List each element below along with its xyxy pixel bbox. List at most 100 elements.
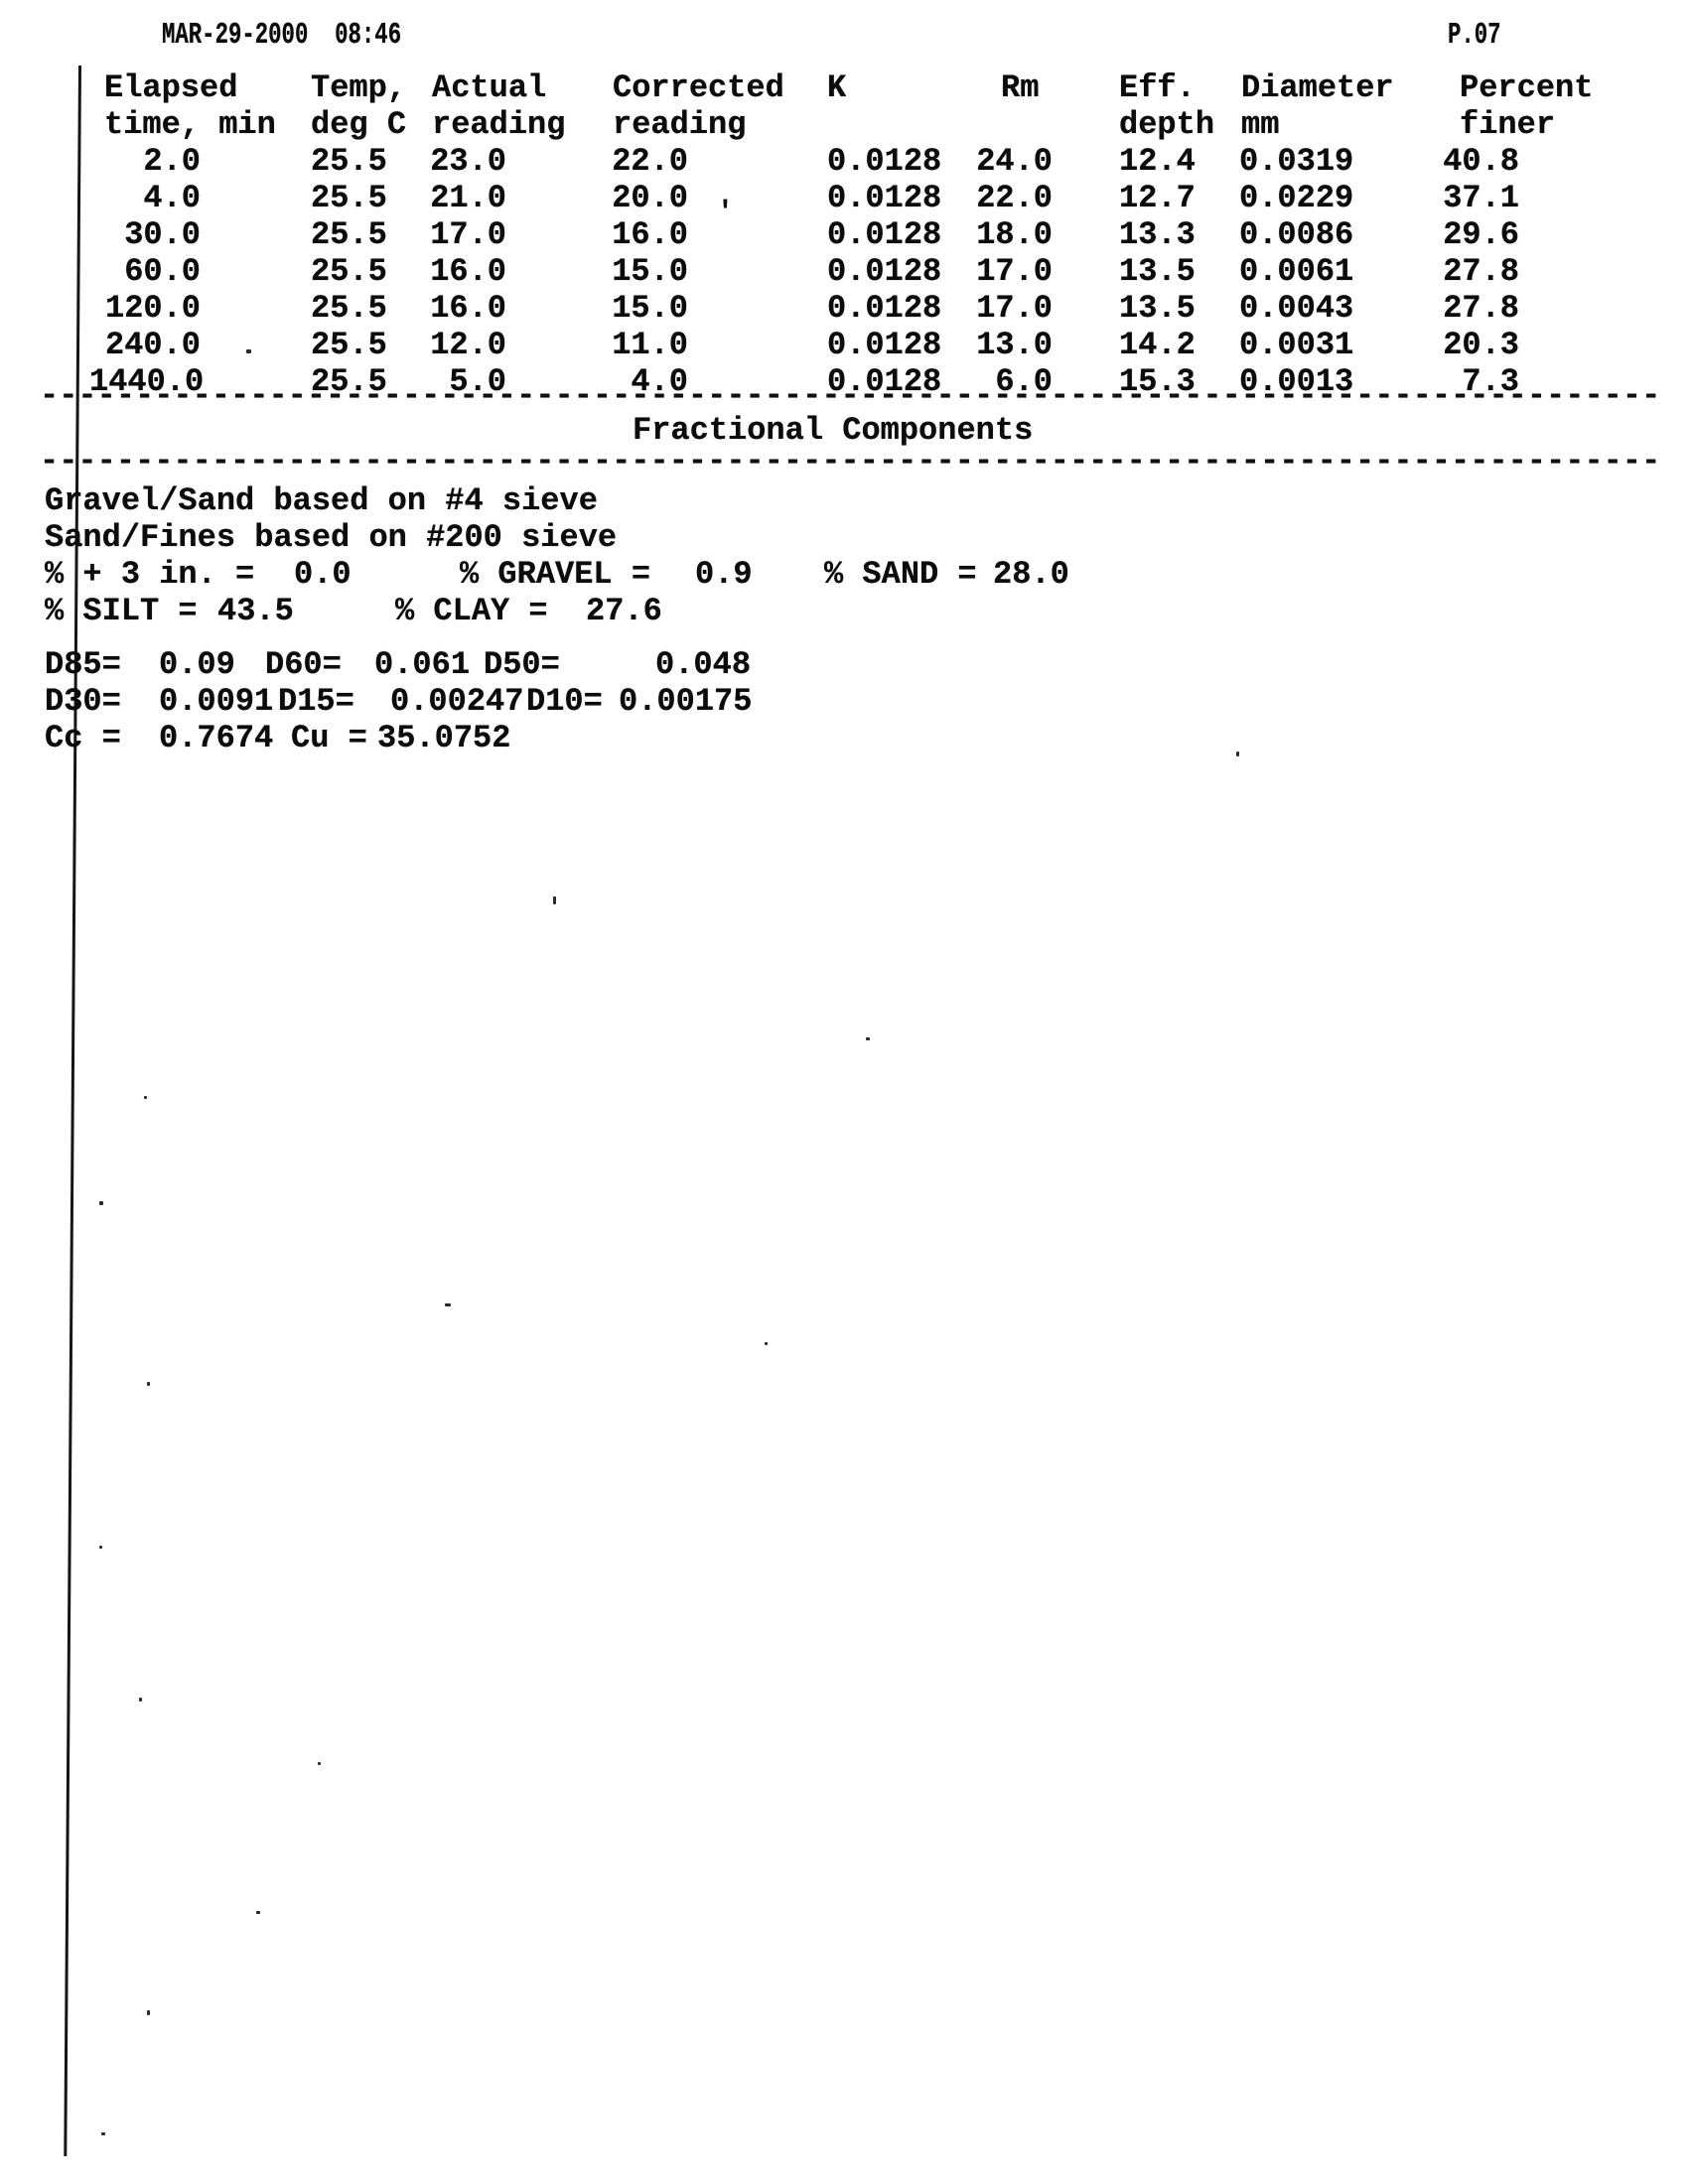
cell-temp: 25.5 [311,290,387,327]
table-row: 30.0 25.5 17.0 16.0 0.0128 18.0 13.3 0.0… [0,216,1692,253]
cell-temp: 25.5 [311,363,387,400]
cell-actual-reading: 16.0 [430,253,506,290]
scan-speck [147,1382,150,1386]
col-header-eff: Eff. [1119,69,1196,106]
cell-diameter: 0.0229 [1239,180,1354,216]
cell-k: 0.0128 [827,290,942,327]
col-header-temp: Temp, [311,69,407,106]
cell-rm: 22.0 [976,180,1053,216]
cell-eff-depth: 13.5 [1119,253,1196,290]
cell-temp: 25.5 [311,216,387,253]
d85-value: 0.09 [159,646,235,683]
col-header-percent: Percent [1460,69,1594,106]
scan-speck [147,2010,150,2015]
cell-diameter: 0.0031 [1239,327,1354,363]
cell-actual-reading: 5.0 [449,363,506,400]
plus-3in-label: % + 3 in. = [45,556,255,593]
dashed-divider-top: ----------------------------------------… [40,377,1661,414]
sieve-note-gravel-sand: Gravel/Sand based on #4 sieve [45,482,598,519]
cell-percent-finer: 27.8 [1443,253,1519,290]
cu-value: 35.0752 [377,720,511,756]
cell-k: 0.0128 [827,253,942,290]
scan-speck [256,1911,260,1914]
scan-speck [1236,751,1239,756]
scan-speck [139,1698,142,1702]
scan-speck [765,1342,768,1345]
d10-value: 0.00175 [619,683,753,720]
scan-speck [445,1303,451,1306]
cell-k: 0.0128 [827,180,942,216]
cell-corrected-reading: 15.0 [612,290,688,327]
cell-diameter: 0.0086 [1239,216,1354,253]
cell-eff-depth: 12.4 [1119,143,1196,180]
cell-elapsed-time: 2.0 [143,143,201,180]
sieve-note-sand-fines: Sand/Fines based on #200 sieve [45,519,618,556]
col-header-reading-2: reading [613,106,747,143]
cell-corrected-reading: 16.0 [612,216,688,253]
cc-value: 0.7674 [159,720,274,756]
fax-page-number: P.07 [1448,18,1501,53]
cell-eff-depth: 13.3 [1119,216,1196,253]
cell-elapsed-time: 4.0 [143,180,201,216]
cell-temp: 25.5 [311,180,387,216]
col-header-deg-c: deg C [311,106,407,143]
cell-elapsed-time: 30.0 [124,216,201,253]
cell-percent-finer: 20.3 [1443,327,1519,363]
cell-eff-depth: 14.2 [1119,327,1196,363]
cell-diameter: 0.0013 [1239,363,1354,400]
table-row: 60.0 25.5 16.0 15.0 0.0128 17.0 13.5 0.0… [0,253,1692,290]
cell-elapsed-time: 240.0 [104,327,201,363]
cell-corrected-reading: 4.0 [631,363,688,400]
col-header-time-min: time, min [104,106,276,143]
cell-rm: 18.0 [976,216,1053,253]
col-header-depth: depth [1119,106,1215,143]
grain-size-line-3: Cc = 0.7674 Cu = 35.0752 [0,720,1692,756]
cell-percent-finer: 29.6 [1443,216,1519,253]
cell-temp: 25.5 [311,327,387,363]
cell-k: 0.0128 [827,216,942,253]
scan-speck [99,1546,102,1549]
cell-corrected-reading: 11.0 [612,327,688,363]
cell-percent-finer: 40.8 [1443,143,1519,180]
d50-label: D50= [484,646,560,683]
fractional-line-1: % + 3 in. = 0.0 % GRAVEL = 0.9 % SAND = … [0,556,1692,593]
grain-size-line-2: D30= 0.0091 D15= 0.00247 D10= 0.00175 [0,683,1692,720]
cell-elapsed-time: 120.0 [104,290,201,327]
d60-value: 0.061 [374,646,471,683]
col-header-rm: Rm [1001,69,1040,106]
scan-speck [99,1201,103,1205]
dashed-divider-bottom: ----------------------------------------… [40,443,1661,479]
col-header-reading-1: reading [432,106,566,143]
cell-actual-reading: 16.0 [430,290,506,327]
cell-rm: 17.0 [976,290,1053,327]
scan-speck [318,1762,321,1765]
scan-speck [553,896,556,904]
cell-rm: 13.0 [976,327,1053,363]
col-header-actual: Actual [432,69,547,106]
table-header-row-2: time, min deg C reading reading depth mm… [0,106,1692,143]
cell-rm: 6.0 [995,363,1053,400]
cell-diameter: 0.0319 [1239,143,1354,180]
col-header-k: K [827,69,847,106]
col-header-diameter: Diameter [1241,69,1394,106]
col-header-finer: finer [1460,106,1556,143]
cell-diameter: 0.0043 [1239,290,1354,327]
d15-label: D15= [278,683,354,720]
cell-actual-reading: 17.0 [430,216,506,253]
col-header-mm: mm [1241,106,1280,143]
silt-label: % SILT = [45,593,198,629]
cell-elapsed-time: 1440.0 [89,363,205,400]
grain-size-line-1: D85= 0.09 D60= 0.061 D50= 0.048 [0,646,1692,683]
clay-label: % CLAY = [395,593,548,629]
scan-speck [144,1096,147,1099]
d30-value: 0.0091 [159,683,274,720]
cell-elapsed-time: 60.0 [124,253,201,290]
scan-speck [246,349,251,353]
d30-label: D30= [45,683,121,720]
d60-label: D60= [265,646,342,683]
d10-label: D10= [526,683,603,720]
cell-eff-depth: 13.5 [1119,290,1196,327]
cell-rm: 17.0 [976,253,1053,290]
clay-value: 27.6 [586,593,662,629]
col-header-elapsed: Elapsed [104,69,238,106]
